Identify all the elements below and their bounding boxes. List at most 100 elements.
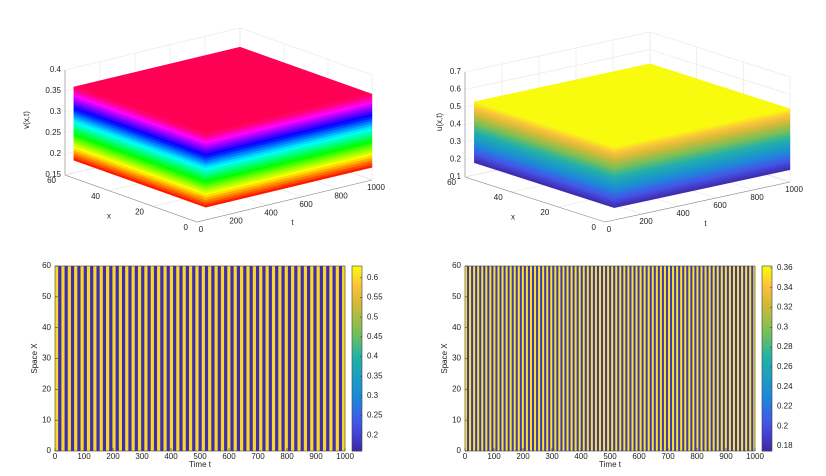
- y-tick-label: 40: [42, 323, 51, 332]
- heatmap-stripe: [637, 266, 640, 451]
- x-tick-label: 400: [164, 452, 178, 461]
- heatmap-stripe: [538, 266, 541, 451]
- heatmap-stripe: [93, 266, 97, 451]
- heatmap-stripe: [284, 266, 289, 451]
- x-tick-label: 40: [494, 193, 503, 202]
- z-tick-label: 0.5: [450, 102, 462, 111]
- heatmap-stripe: [704, 266, 707, 451]
- y-tick-label: 10: [42, 415, 51, 424]
- heatmap-stripe: [112, 266, 116, 451]
- heatmap-stripe: [217, 266, 222, 451]
- heatmap-stripe: [694, 266, 697, 451]
- heatmap-stripe: [651, 266, 655, 451]
- colorbar-cell: [352, 303, 362, 307]
- colorbar-tick-label: 0.4: [367, 352, 379, 361]
- heatmap-stripe: [326, 266, 330, 451]
- colorbar-tick-label: 0.5: [367, 312, 379, 321]
- colorbar-cell: [352, 401, 362, 406]
- z-tick-label: 0.6: [450, 85, 462, 94]
- colorbar-cell: [762, 330, 772, 335]
- colorbar-cell: [762, 324, 772, 329]
- colorbar-cell: [762, 389, 772, 393]
- t-tick-label: 200: [639, 217, 653, 226]
- y-tick-label: 60: [42, 261, 51, 270]
- colorbar-cell: [352, 293, 362, 298]
- colorbar-cell: [352, 312, 362, 316]
- heatmap-stripe: [188, 266, 193, 451]
- colorbar-cell: [762, 266, 772, 270]
- heatmap-stripe: [115, 266, 120, 451]
- heatmap-stripe: [621, 266, 624, 451]
- heatmap-stripe: [99, 266, 104, 451]
- heatmap-stripe: [653, 266, 657, 451]
- y-tick-label: 60: [452, 261, 461, 270]
- heatmap-stripe: [262, 266, 266, 451]
- heatmap-stripe: [497, 266, 500, 451]
- colorbar-cell: [352, 444, 362, 449]
- heatmap-stripe: [125, 266, 129, 451]
- heatmap-stripe: [659, 266, 663, 451]
- colorbar-cell: [762, 364, 772, 369]
- heatmap-stripe: [708, 266, 711, 451]
- colorbar-cell: [762, 321, 772, 325]
- heatmap-stripe: [487, 266, 490, 451]
- colorbar-tick-label: 0.36: [777, 263, 793, 272]
- heatmap-stripe: [227, 266, 231, 451]
- heatmap-stripe: [674, 266, 677, 451]
- heatmap-stripe: [144, 266, 148, 451]
- heatmap-stripe: [550, 266, 553, 451]
- heatmap-stripe: [734, 266, 738, 451]
- heatmap-stripe: [745, 266, 748, 451]
- heatmap-stripe: [294, 266, 298, 451]
- colorbar-cell: [352, 386, 362, 390]
- heatmap-stripe: [568, 266, 571, 451]
- heatmap-stripe: [195, 266, 199, 451]
- heatmap-stripe: [467, 266, 470, 451]
- heatmap-stripe: [153, 266, 158, 451]
- heatmap-stripe: [629, 266, 632, 451]
- colorbar-cell: [762, 377, 772, 381]
- heatmap-stripe: [554, 266, 557, 451]
- colorbar-cell: [352, 343, 362, 347]
- heatmap-stripe: [481, 266, 484, 451]
- colorbar-tick-label: 0.3: [777, 322, 789, 331]
- heatmap-stripe: [166, 266, 171, 451]
- z-tick-label: 0.1: [450, 172, 462, 181]
- colorbar-cell: [762, 278, 772, 282]
- x-tick-label: 900: [719, 452, 733, 461]
- colorbar-cell: [762, 272, 772, 276]
- heatmap-stripe: [157, 266, 161, 451]
- y-tick-label: 30: [452, 354, 461, 363]
- heatmap-stripe: [252, 266, 257, 451]
- colorbar-cell: [352, 358, 362, 362]
- x-tick-label: 1000: [336, 452, 354, 461]
- colorbar-cell: [352, 404, 362, 409]
- heatmap-stripe: [297, 266, 301, 451]
- heatmap-stripe: [249, 266, 254, 451]
- heatmap-stripe: [503, 266, 506, 451]
- heatmap-stripe: [74, 266, 78, 451]
- t-tick-label: 1000: [367, 183, 385, 192]
- heatmap-stripe: [584, 266, 588, 451]
- colorbar-cell: [762, 417, 772, 421]
- colorbar-cell: [762, 429, 772, 433]
- colorbar-cell: [352, 346, 362, 350]
- heatmap-stripe: [192, 266, 196, 451]
- heatmap-stripe: [511, 266, 515, 451]
- colorbar-cell: [352, 340, 362, 344]
- heatmap-stripe: [536, 266, 539, 451]
- colorbar-tick-label: 0.3: [367, 391, 379, 400]
- heatmap-stripe: [617, 266, 620, 451]
- heatmap-stripe: [278, 266, 282, 451]
- heatmap-stripe: [686, 266, 689, 451]
- heatmap-stripe: [743, 266, 746, 451]
- colorbar-cell: [352, 352, 362, 356]
- colorbar-cell: [352, 392, 362, 396]
- heatmap-stripe: [702, 266, 705, 451]
- colorbar-cell: [762, 352, 772, 356]
- colorbar-cell: [352, 407, 362, 412]
- heatmap-stripe: [265, 266, 270, 451]
- colorbar-cell: [352, 281, 362, 285]
- heatmap-stripe: [67, 266, 72, 451]
- z-tick-label: 0.3: [50, 107, 62, 116]
